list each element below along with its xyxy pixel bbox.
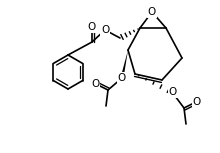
Text: O: O [169, 87, 177, 97]
Text: O: O [118, 73, 126, 83]
Text: O: O [91, 79, 99, 89]
Text: O: O [87, 22, 95, 32]
Text: O: O [193, 97, 201, 107]
Polygon shape [121, 50, 128, 78]
Text: O: O [101, 25, 109, 35]
Text: O: O [148, 7, 156, 17]
